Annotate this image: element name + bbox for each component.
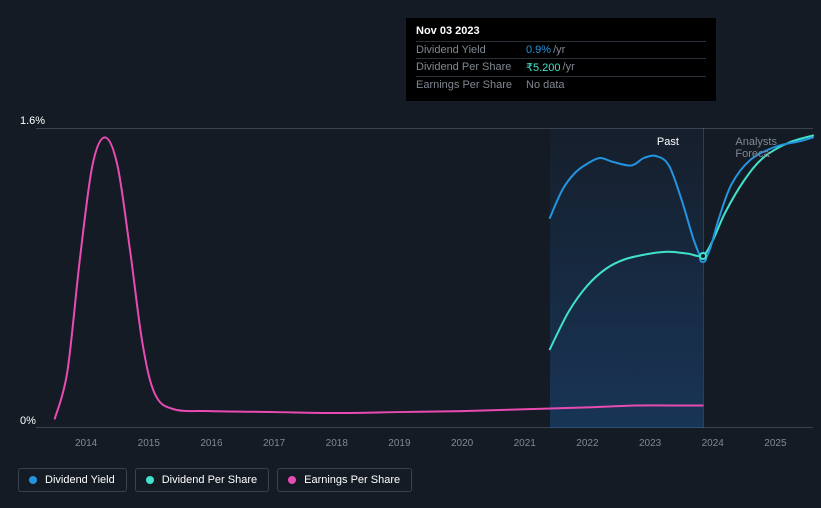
legend-label: Dividend Per Share (162, 474, 257, 486)
x-tick: 2024 (702, 438, 724, 449)
series-lines (36, 128, 813, 428)
legend-dot-icon (29, 476, 37, 484)
legend-label: Earnings Per Share (304, 474, 400, 486)
y-tick-min: 0% (20, 415, 36, 427)
x-tick: 2019 (388, 438, 410, 449)
legend-item[interactable]: Dividend Per Share (135, 468, 269, 492)
x-tick: 2025 (764, 438, 786, 449)
legend-item[interactable]: Dividend Yield (18, 468, 127, 492)
tooltip-key: Dividend Per Share (416, 61, 526, 74)
line-dividend-per-share (550, 136, 813, 350)
plot-area[interactable] (36, 128, 813, 428)
tooltip-value: No data (526, 79, 565, 91)
x-tick: 2021 (514, 438, 536, 449)
legend-label: Dividend Yield (45, 474, 115, 486)
legend-item[interactable]: Earnings Per Share (277, 468, 412, 492)
x-tick: 2022 (576, 438, 598, 449)
tab-past[interactable]: Past (657, 136, 679, 148)
tooltip-row: Dividend Per Share₹5.200 /yr (416, 58, 706, 76)
legend-dot-icon (146, 476, 154, 484)
tab-forecast[interactable]: Analysts Foreca (735, 136, 813, 160)
x-tick: 2018 (326, 438, 348, 449)
x-tick: 2023 (639, 438, 661, 449)
legend-dot-icon (288, 476, 296, 484)
tooltip-value: 0.9% /yr (526, 44, 565, 56)
x-tick: 2017 (263, 438, 285, 449)
x-tick: 2016 (200, 438, 222, 449)
hover-tooltip: Nov 03 2023 Dividend Yield0.9% /yrDivide… (406, 18, 716, 101)
tooltip-value: ₹5.200 /yr (526, 61, 575, 74)
line-earnings-per-share (55, 137, 703, 418)
legend: Dividend Yield Dividend Per Share Earnings… (18, 468, 412, 492)
y-tick-max: 1.6% (20, 115, 45, 127)
hover-marker-dividend_per_share (699, 252, 707, 260)
tooltip-row: Earnings Per ShareNo data (416, 76, 706, 93)
x-tick: 2014 (75, 438, 97, 449)
tooltip-key: Dividend Yield (416, 44, 526, 56)
tooltip-date: Nov 03 2023 (416, 25, 706, 37)
x-tick: 2020 (451, 438, 473, 449)
tooltip-row: Dividend Yield0.9% /yr (416, 41, 706, 58)
tooltip-key: Earnings Per Share (416, 79, 526, 91)
x-tick: 2015 (138, 438, 160, 449)
